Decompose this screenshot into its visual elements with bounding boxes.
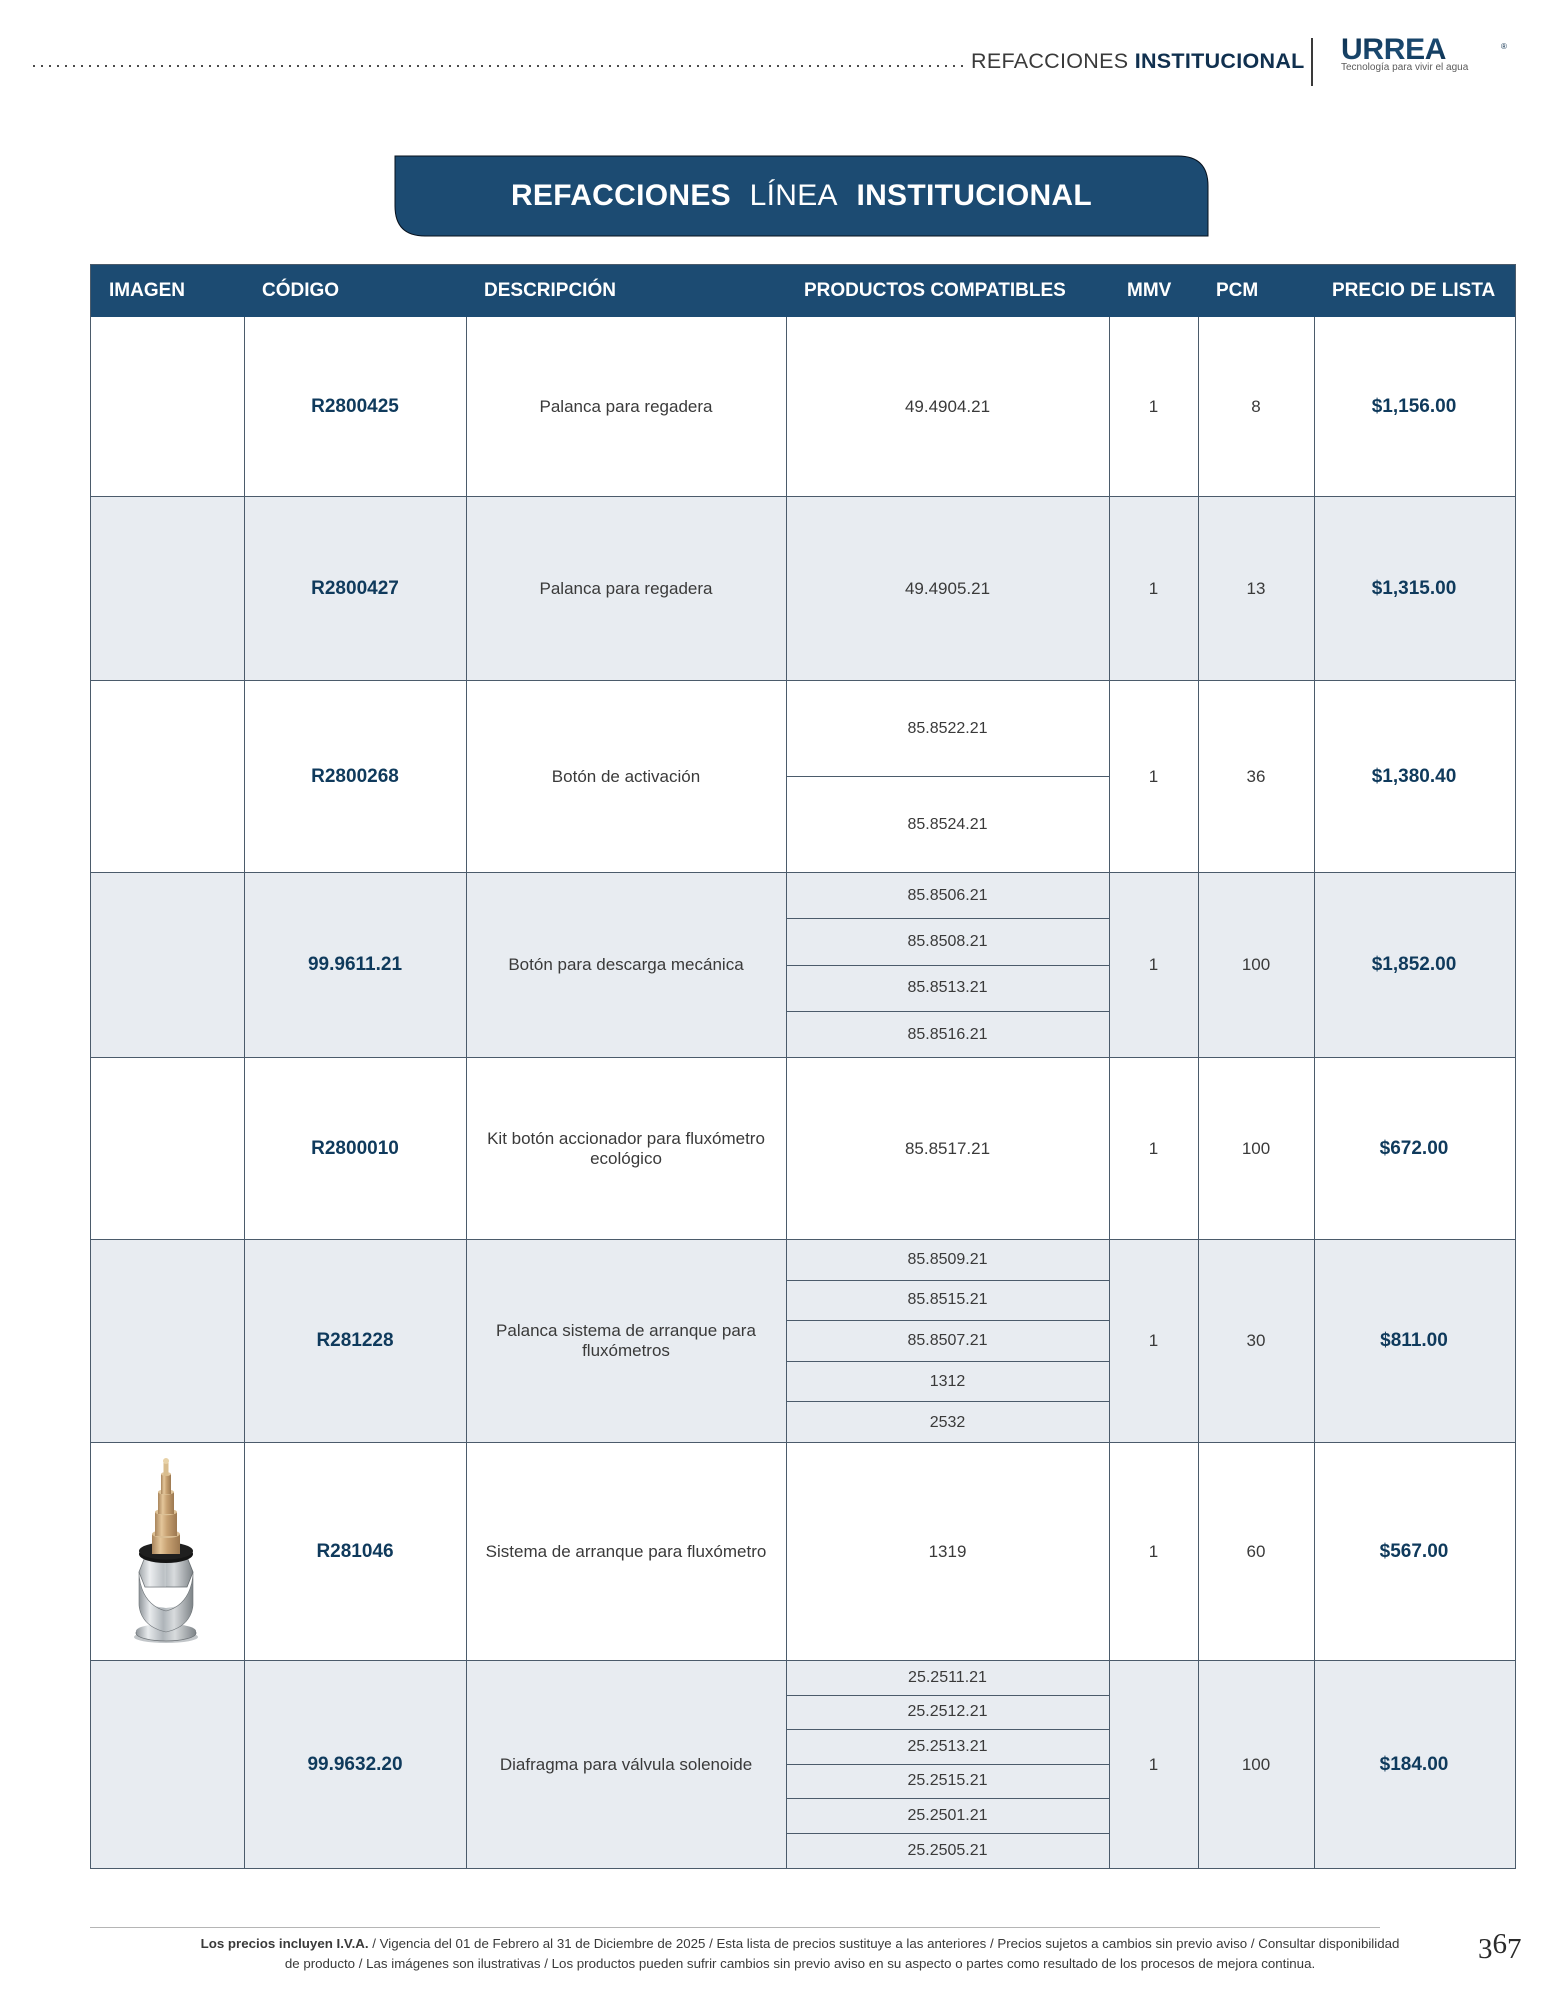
svg-text:Tecnología para vivir el agua: Tecnología para vivir el agua xyxy=(1341,62,1469,73)
svg-text:®: ® xyxy=(1501,42,1507,51)
